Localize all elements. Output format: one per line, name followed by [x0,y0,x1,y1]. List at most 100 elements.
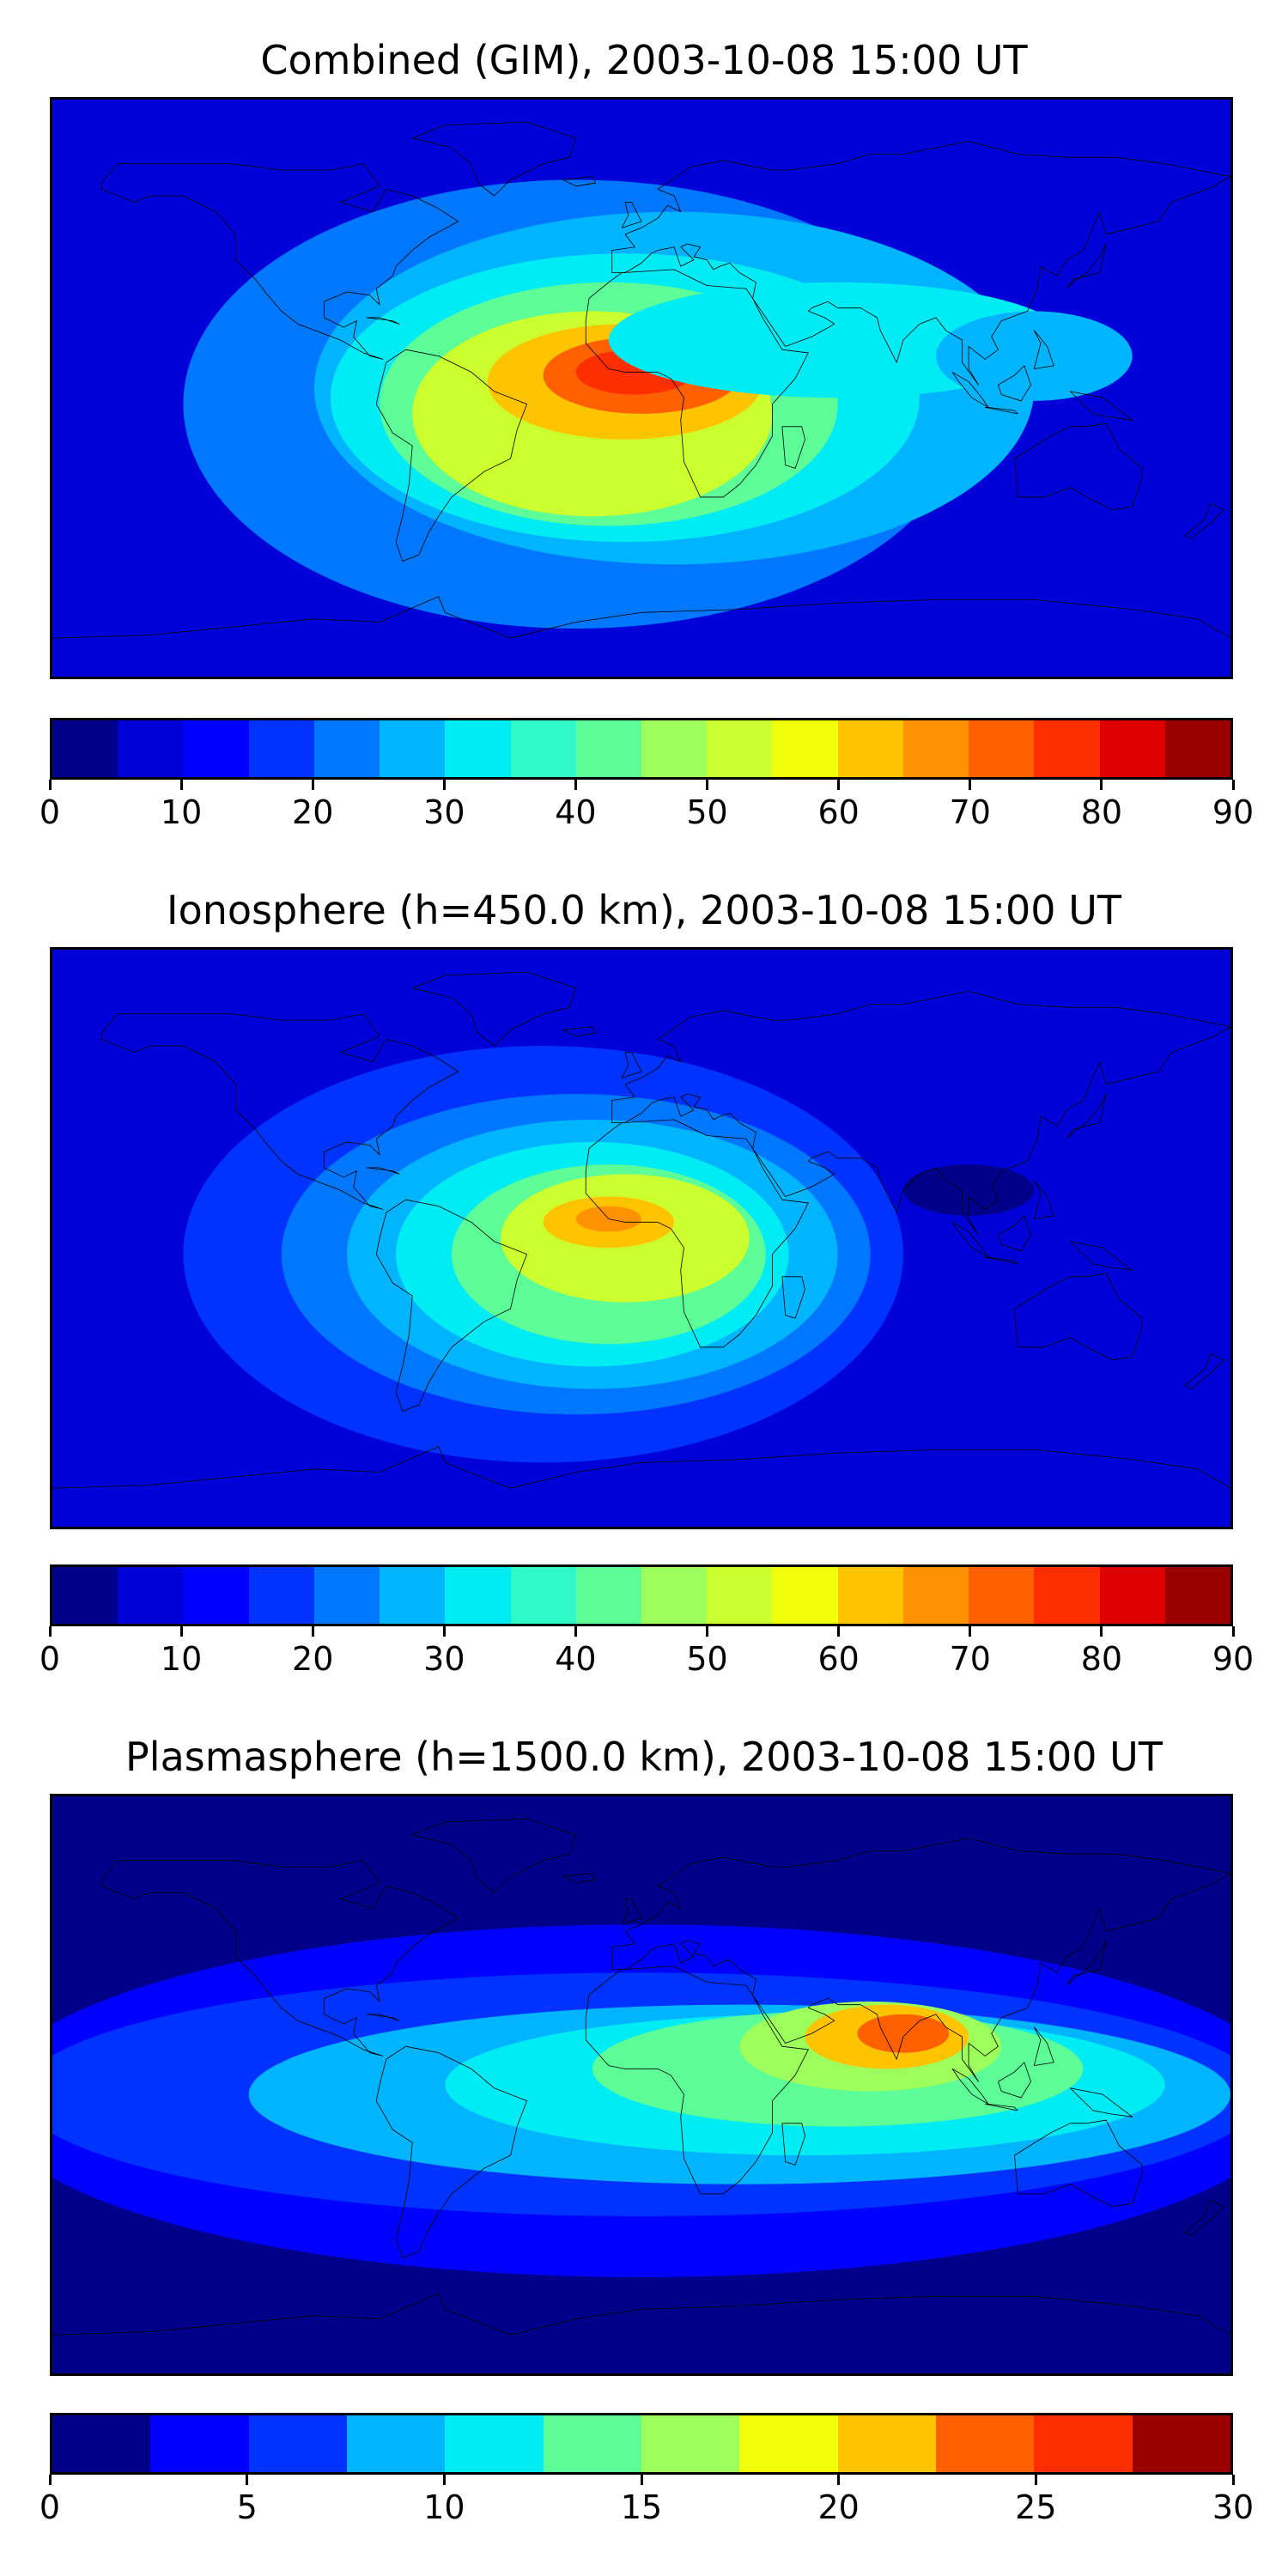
coastline-7 [52,597,1230,639]
coastline-14 [782,427,805,469]
colorbar-segment-17 [1164,720,1230,777]
colorbar-segment-3 [346,2415,446,2472]
colorbar-segment-10 [1034,2415,1133,2472]
colorbar-segment-8 [575,720,641,777]
coastline-7 [52,1447,1230,1489]
coastline-12 [1066,1094,1106,1139]
colorbar-tick-mark [442,780,446,790]
panel-1-colorbar-ticks: 0 10 20 30 40 50 60 70 80 90 [39,780,1254,831]
coastline-3 [586,1966,808,2194]
colorbar-segment-5 [380,720,446,777]
colorbar-tick-mark [969,1626,972,1637]
coastline-10 [998,2063,1030,2098]
colorbar-segment-1 [118,1567,184,1624]
colorbar-segment-12 [837,720,903,777]
colorbar-tick-label: 60 [817,1640,860,1678]
colorbar-segment-3 [248,1567,314,1624]
colorbar-segment-8 [575,1567,641,1624]
colorbar-segment-1 [150,2415,249,2472]
coastline-9 [985,1257,1018,1263]
colorbar-tick-label: 70 [949,1640,991,1678]
colorbar-tick-label: 90 [1212,793,1255,831]
colorbar-tick-label: 50 [686,793,728,831]
colorbar-segment-2 [248,2415,347,2472]
colorbar-segment-14 [969,1567,1035,1624]
colorbar-tick-mark [574,780,577,790]
coastline-14 [782,2123,805,2166]
panel-1-colorbar [50,718,1233,780]
coastline-10 [998,1216,1030,1251]
panel-3-title: Plasmasphere (h=1500.0 km), 2003-10-08 1… [125,1734,1163,1780]
colorbar-tick-mark [48,1626,52,1637]
coastline-0 [101,1861,458,2057]
colorbar-tick-label: 90 [1212,1640,1255,1678]
colorbar-segment-17 [1164,1567,1230,1624]
coastline-11 [1070,392,1132,421]
colorbar-tick-label: 0 [39,2488,61,2526]
panel-2-coastlines [52,972,1230,1488]
colorbar-segment-13 [902,720,969,777]
colorbar-tick-mark [246,2475,249,2485]
colorbar-segment-15 [1034,1567,1100,1624]
field-contour-9 [936,311,1133,401]
coastline-13 [1034,1181,1054,1219]
panel-3-field [52,1796,1230,2373]
coastline-1 [376,349,526,561]
colorbar-tick-label: 0 [39,793,61,831]
colorbar-tick-mark [48,2475,52,2485]
colorbar-segment-0 [52,1567,118,1624]
colorbar-tick-label: 40 [555,1640,597,1678]
colorbar-tick-label: 80 [1080,1640,1123,1678]
coastline-17 [563,1027,596,1036]
colorbar-tick-label: 5 [236,2488,258,2526]
coastline-5 [622,1899,641,1924]
colorbar-segment-6 [445,720,511,777]
panel-2-map-canvas [52,950,1230,1527]
coastline-11 [1070,1242,1132,1271]
colorbar-tick-label: 30 [1212,2488,1255,2526]
colorbar-tick-label: 0 [39,1640,61,1678]
colorbar-segment-11 [1132,2415,1230,2472]
coastline-15 [367,1168,399,1174]
colorbar-segment-13 [902,1567,969,1624]
colorbar-segment-9 [935,2415,1035,2472]
panel-3-colorbar [50,2413,1233,2475]
coastline-6 [1014,2120,1142,2207]
colorbar-segment-4 [445,2415,544,2472]
colorbar-tick-mark [1231,1626,1235,1637]
colorbar-tick-mark [969,780,972,790]
coastline-12 [1066,1941,1106,1985]
colorbar-segment-9 [641,720,708,777]
coastline-9 [985,2104,1018,2110]
colorbar-segment-5 [543,2415,641,2472]
colorbar-tick-label: 30 [423,793,465,831]
coastline-5 [622,1052,641,1078]
colorbar-tick-label: 30 [423,1640,465,1678]
colorbar-tick-mark [837,1626,841,1637]
colorbar-segment-4 [313,1567,380,1624]
panel-3-map-canvas [52,1796,1230,2373]
coastline-3 [586,1120,808,1347]
coastline-4 [612,142,1230,386]
coastline-16 [1185,503,1224,538]
coastline-17 [563,177,596,186]
colorbar-tick-mark [311,780,314,790]
coastline-10 [998,366,1030,401]
panel-1-map [50,97,1233,679]
coastline-13 [1034,2027,1054,2066]
coastline-6 [1014,1273,1142,1360]
panel-1-title: Combined (GIM), 2003-10-08 15:00 UT [260,37,1028,83]
colorbar-segment-6 [445,1567,511,1624]
colorbar-segment-8 [837,2415,936,2472]
colorbar-segment-4 [313,720,380,777]
panel-2-field [52,950,1230,1527]
coastline-17 [563,1874,596,1883]
panel-3-colorbar-ticks: 0 5 10 15 20 25 30 [39,2475,1254,2526]
panel-2-title: Ionosphere (h=450.0 km), 2003-10-08 15:0… [167,887,1121,933]
field-contour-7 [857,2014,950,2053]
colorbar-tick-mark [442,2475,446,2485]
colorbar-tick-mark [706,780,709,790]
colorbar-segment-5 [380,1567,446,1624]
colorbar-tick-label: 50 [686,1640,728,1678]
colorbar-segment-3 [248,720,314,777]
